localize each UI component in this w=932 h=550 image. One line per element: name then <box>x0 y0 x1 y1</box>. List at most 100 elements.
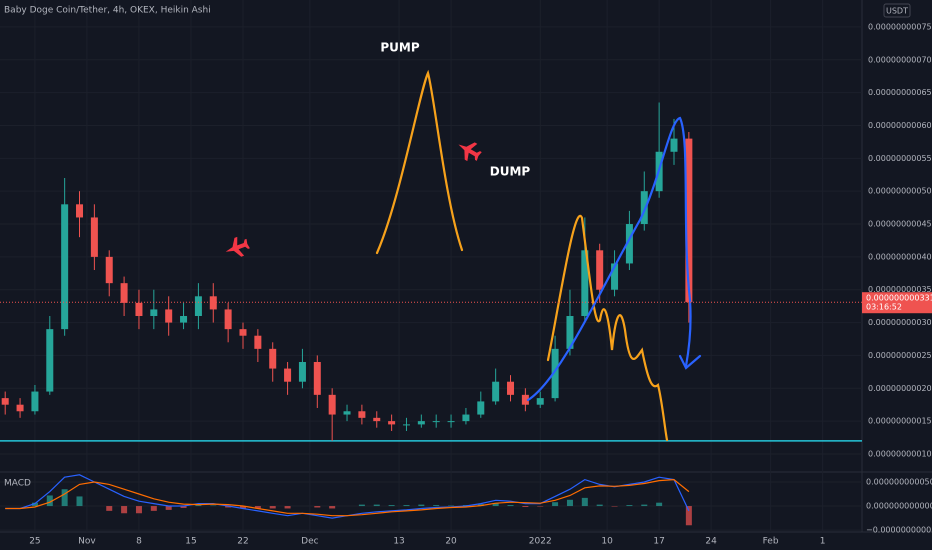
candle-body <box>358 411 366 418</box>
macd-histogram-bar <box>522 506 529 508</box>
x-tick-label: 17 <box>653 537 664 547</box>
candle-body <box>194 296 202 317</box>
x-tick-label: 25 <box>29 537 40 547</box>
macd-title: MACD <box>4 479 31 489</box>
currency: USDT <box>886 7 908 16</box>
y-tick-label: 0.0000000005500 <box>868 154 932 163</box>
candle-body <box>1 398 9 405</box>
macd-histogram-bar <box>31 502 38 507</box>
candle-body <box>521 394 529 405</box>
macd-histogram-bar <box>626 505 633 507</box>
macd-histogram-bar <box>314 506 321 508</box>
y-tick-label: 0.0000000004500 <box>868 220 932 229</box>
x-tick-label: 8 <box>136 537 142 547</box>
macd-histogram-bar <box>165 506 172 510</box>
candle-body <box>477 401 485 415</box>
macd-histogram-bar <box>46 495 53 507</box>
y-tick-label: 0.0000000002000 <box>868 384 932 393</box>
candle-body <box>566 316 574 349</box>
macd-histogram-bar <box>106 506 113 511</box>
y-tick-label: 0.0000000002500 <box>868 351 932 360</box>
candle-body <box>402 424 410 426</box>
last-price-label: 0.0000000003310 <box>866 294 932 303</box>
candle-body <box>640 191 648 225</box>
macd-histogram-bar <box>641 504 648 507</box>
x-tick-label: Nov <box>78 537 96 547</box>
candle-body <box>670 138 678 152</box>
candle-body <box>611 263 619 290</box>
candle-body <box>150 309 158 317</box>
macd-histogram-bar <box>225 506 232 508</box>
candle-body <box>328 394 336 415</box>
macd-histogram-bar <box>121 506 128 514</box>
candle-body <box>284 368 292 382</box>
candle-body <box>46 329 54 392</box>
macd-histogram-bar <box>269 506 276 509</box>
candle-body <box>180 316 188 323</box>
x-tick-label: 10 <box>601 537 613 547</box>
candle-body <box>209 296 217 310</box>
y-tick-label: 0.0000000006000 <box>868 121 932 130</box>
candle-body <box>61 204 69 330</box>
candle-body <box>298 361 306 382</box>
macd-tick-label: −0.0000000000500 <box>866 526 932 535</box>
macd-histogram-bar <box>61 489 68 507</box>
candle-body <box>492 381 500 402</box>
candle-body <box>224 309 232 330</box>
macd-histogram-bar <box>388 505 395 507</box>
candle-body <box>254 335 262 349</box>
x-tick-label: 22 <box>237 537 248 547</box>
macd-histogram-bar <box>76 496 83 507</box>
macd-histogram-bar <box>596 504 603 507</box>
candle-body <box>462 414 470 422</box>
macd-histogram-bar <box>418 504 425 507</box>
x-tick-label: 15 <box>185 537 196 547</box>
x-tick-label: 20 <box>445 537 457 547</box>
y-tick-label: 0.0000000004000 <box>868 252 932 261</box>
candle-body <box>373 417 381 422</box>
decline-curve <box>546 214 669 442</box>
plane-icon <box>458 142 482 162</box>
candle-body <box>343 411 351 415</box>
macd-histogram-bar <box>507 505 514 507</box>
macd-histogram-bar <box>433 505 440 507</box>
macd-histogram-bar <box>581 497 588 507</box>
macd-signal-line <box>5 478 690 517</box>
macd-histogram-bar <box>552 502 559 507</box>
candle-body <box>105 256 113 284</box>
macd-tick-label: 0.0000000000500 <box>866 478 932 487</box>
macd-histogram-bar <box>329 506 336 509</box>
pump-curve <box>375 69 464 255</box>
macd-histogram-bar <box>195 505 202 507</box>
candle-body <box>16 404 24 412</box>
icons <box>225 142 482 257</box>
y-tick-label: 0.0000000003000 <box>868 318 932 327</box>
plane-icon <box>225 236 250 257</box>
candle-body <box>388 421 396 425</box>
y-tick-label: 0.0000000001500 <box>868 417 932 426</box>
candle-body <box>596 250 604 290</box>
macd-histogram-bar <box>180 506 187 508</box>
y-tick-label: 0.0000000005000 <box>868 187 932 196</box>
candle-body <box>313 361 321 395</box>
trend-curve <box>526 116 692 402</box>
x-tick-label: 24 <box>705 537 717 547</box>
macd-histogram-bar <box>403 505 410 507</box>
macd-histogram-bar <box>135 506 142 514</box>
arrow-head <box>678 354 702 370</box>
macd-histogram-bar <box>656 502 663 507</box>
candle-body <box>269 348 277 369</box>
candle-body <box>551 348 559 399</box>
candle-body <box>135 302 143 317</box>
y-tick-label: 0.0000000006500 <box>868 88 932 97</box>
macd-histogram-bar <box>239 506 246 509</box>
countdown: 03:16:52 <box>866 303 902 312</box>
chart-title: Baby Doge Coin/Tether, 4h, OKEX, Heikin … <box>4 6 211 16</box>
candle-body <box>432 421 440 423</box>
macd-histogram-bar <box>373 504 380 507</box>
candle-body <box>536 398 544 405</box>
candle-body <box>120 283 128 303</box>
